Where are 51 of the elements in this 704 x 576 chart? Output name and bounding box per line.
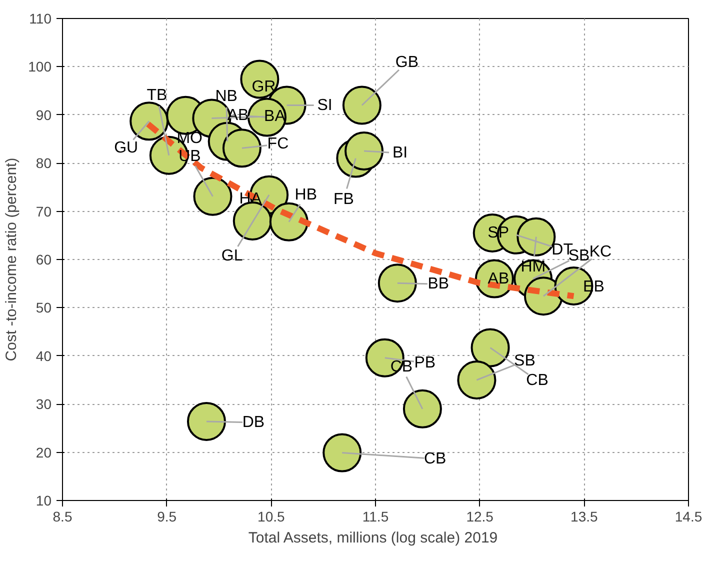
annotation: KC [589,244,612,261]
y-tick-label: 90 [36,106,52,123]
x-tick-label: 8.5 [52,508,72,524]
point [186,402,226,441]
x-tick-label: 13.5 [570,508,598,524]
x-tick-label: 12.5 [466,508,494,524]
annotation: BB [428,276,450,293]
y-tick-label: 10 [36,492,52,508]
y-tick-label: 80 [36,155,52,172]
annotation: GB [395,54,419,71]
annotation: BA [264,108,286,125]
annotation: GU [114,140,138,157]
point [402,389,442,428]
point [344,132,384,171]
annotation: BI [392,144,408,162]
point [322,433,362,472]
annotation: CB [424,450,446,468]
x-tick-label: 14.5 [674,508,702,524]
annotation: FC [267,136,289,153]
point [222,128,262,168]
y-tick-label: 50 [36,300,52,316]
annotation: FB [333,190,354,208]
x-axis-title: Total Assets, millions (log scale) 2019 [248,530,498,546]
annotation: GL [221,247,243,264]
annotation: GR [252,78,276,96]
annotation: PB [414,354,436,372]
annotation: CB [526,372,548,390]
x-tick-label: 9.5 [157,508,177,524]
point [378,264,417,303]
y-tick-label: 30 [36,396,52,412]
annotation: NB [215,88,238,105]
annotation: SI [317,96,332,114]
annotation: SB [514,352,536,370]
y-tick-label: 20 [36,444,52,460]
annotation: AB [488,270,510,288]
y-tick-label: 40 [36,348,52,364]
x-tick-label: 10.5 [258,508,286,524]
y-tick-label: 100 [28,58,52,75]
annotation: TB [146,86,168,104]
y-tick-label: 110 [29,10,52,26]
annotation: HB [294,186,318,204]
point [457,360,496,400]
annotation: AB [227,106,249,124]
y-tick-label: 60 [36,252,52,268]
point [193,176,232,216]
annotation: DB [242,414,265,431]
y-tick-label: 70 [36,203,52,220]
point [342,86,382,125]
y-axis-title: Cost -to-income ratio (percent) [3,158,20,362]
point [470,328,510,368]
x-tick-label: 11.5 [362,508,389,524]
